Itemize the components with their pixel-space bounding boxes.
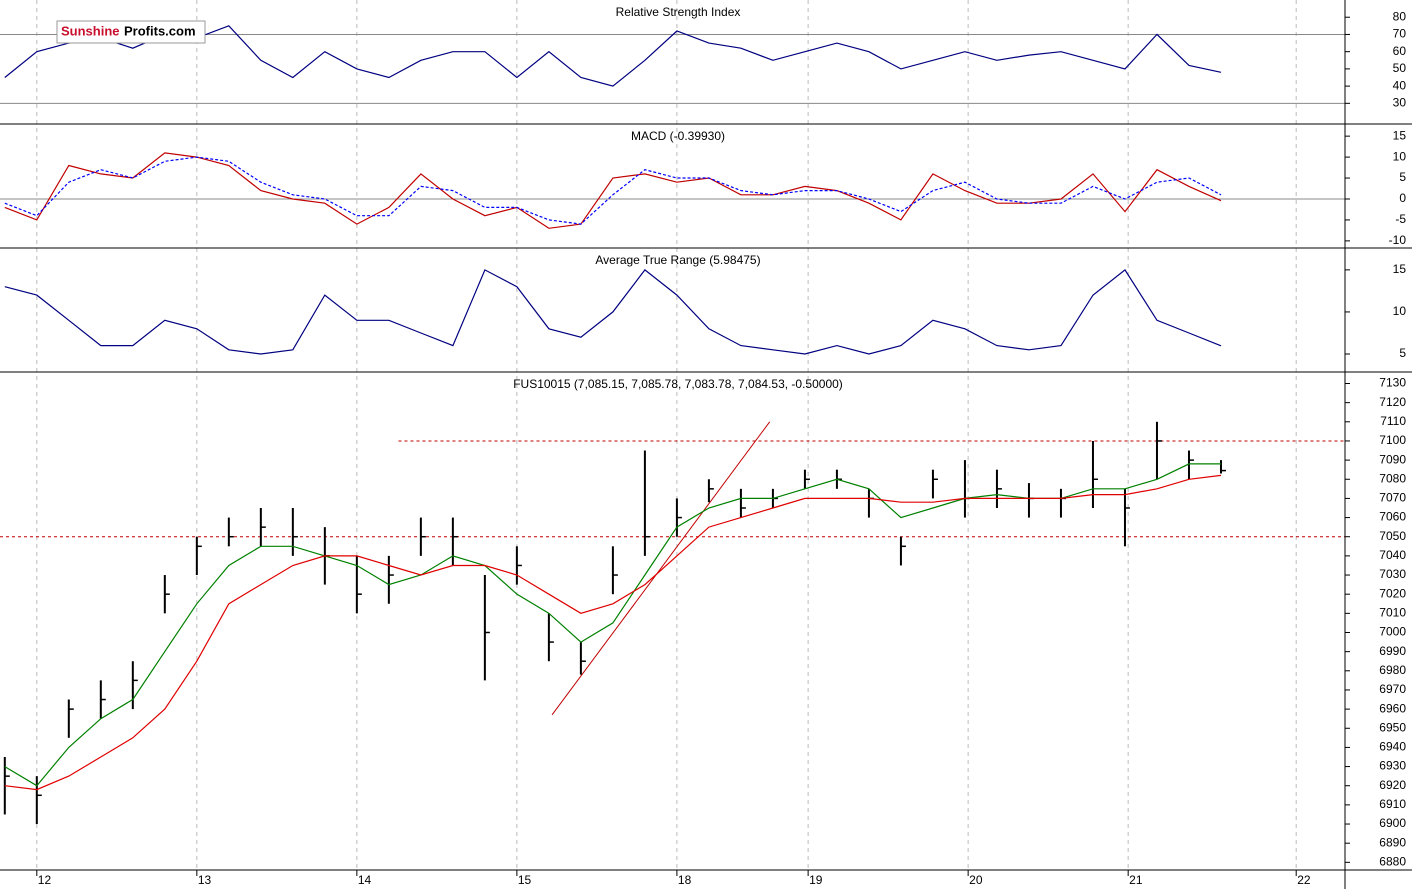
x-tick-label: 20 [969, 873, 983, 887]
x-tick-label: 12 [38, 873, 52, 887]
y-tick-label: 30 [1393, 96, 1407, 110]
y-tick-label: 6900 [1379, 816, 1406, 830]
y-tick-label: 40 [1393, 78, 1407, 92]
y-tick-label: 7120 [1379, 395, 1406, 409]
y-tick-label: 7100 [1379, 433, 1406, 447]
y-tick-label: 6980 [1379, 663, 1406, 677]
x-tick-label: 19 [809, 873, 823, 887]
y-tick-label: 10 [1393, 149, 1407, 163]
y-tick-label: 6920 [1379, 778, 1406, 792]
x-tick-label: 15 [518, 873, 532, 887]
x-tick-label: 14 [358, 873, 372, 887]
logo-text: Profits.com [124, 23, 196, 38]
logo: Sunshine Profits.com [56, 20, 206, 44]
y-tick-label: 7000 [1379, 625, 1406, 639]
y-tick-label: 5 [1399, 170, 1406, 184]
y-tick-label: 6960 [1379, 701, 1406, 715]
logo-box-right [122, 22, 204, 42]
y-tick-label: 15 [1393, 262, 1407, 276]
y-tick-label: 0 [1399, 191, 1406, 205]
y-tick-label: 15 [1393, 128, 1407, 142]
y-tick-label: 7030 [1379, 567, 1406, 581]
y-tick-label: 60 [1393, 44, 1407, 58]
series-line [4, 25, 1222, 87]
series-line [4, 269, 1222, 355]
y-tick-label: 7010 [1379, 606, 1406, 620]
y-tick-label: 6940 [1379, 740, 1406, 754]
x-tick-label: 21 [1129, 873, 1143, 887]
x-tick-label: 18 [678, 873, 692, 887]
y-tick-label: 6950 [1379, 720, 1406, 734]
series-line [4, 152, 1222, 229]
y-tick-label: 6910 [1379, 797, 1406, 811]
y-tick-label: 6890 [1379, 835, 1406, 849]
panel-title: Relative Strength Index [616, 5, 741, 19]
y-tick-label: 7110 [1380, 414, 1406, 428]
y-tick-label: 6970 [1379, 682, 1406, 696]
series-line [4, 463, 1221, 787]
y-tick-label: 5 [1399, 346, 1406, 360]
y-tick-label: 50 [1393, 61, 1407, 75]
x-tick-label: 13 [198, 873, 212, 887]
y-tick-label: 10 [1393, 304, 1407, 318]
y-tick-label: 7090 [1379, 452, 1406, 466]
y-tick-label: 7070 [1379, 491, 1406, 505]
y-tick-label: -10 [1389, 233, 1407, 247]
y-tick-label: 6990 [1379, 644, 1406, 658]
panel-title: FUS10015 (7,085.15, 7,085.78, 7,083.78, … [513, 377, 843, 391]
y-tick-label: 7080 [1379, 471, 1406, 485]
panel-title: MACD (-0.39930) [631, 129, 725, 143]
y-tick-label: 70 [1393, 27, 1407, 41]
y-tick-label: 80 [1393, 9, 1407, 23]
x-tick-label: 22 [1297, 873, 1311, 887]
series-line [4, 156, 1222, 225]
series-line [4, 474, 1222, 791]
y-tick-label: 7020 [1379, 586, 1406, 600]
y-tick-label: 6930 [1379, 759, 1406, 773]
y-tick-label: 7130 [1379, 376, 1406, 390]
y-tick-label: -5 [1395, 212, 1406, 226]
y-tick-label: 6880 [1379, 855, 1406, 869]
y-tick-label: 7050 [1379, 529, 1406, 543]
trend-line [551, 421, 771, 716]
logo-text: Sunshine [61, 23, 120, 38]
y-tick-label: 7040 [1379, 548, 1406, 562]
panel-title: Average True Range (5.98475) [595, 253, 760, 267]
y-tick-label: 7060 [1379, 510, 1406, 524]
